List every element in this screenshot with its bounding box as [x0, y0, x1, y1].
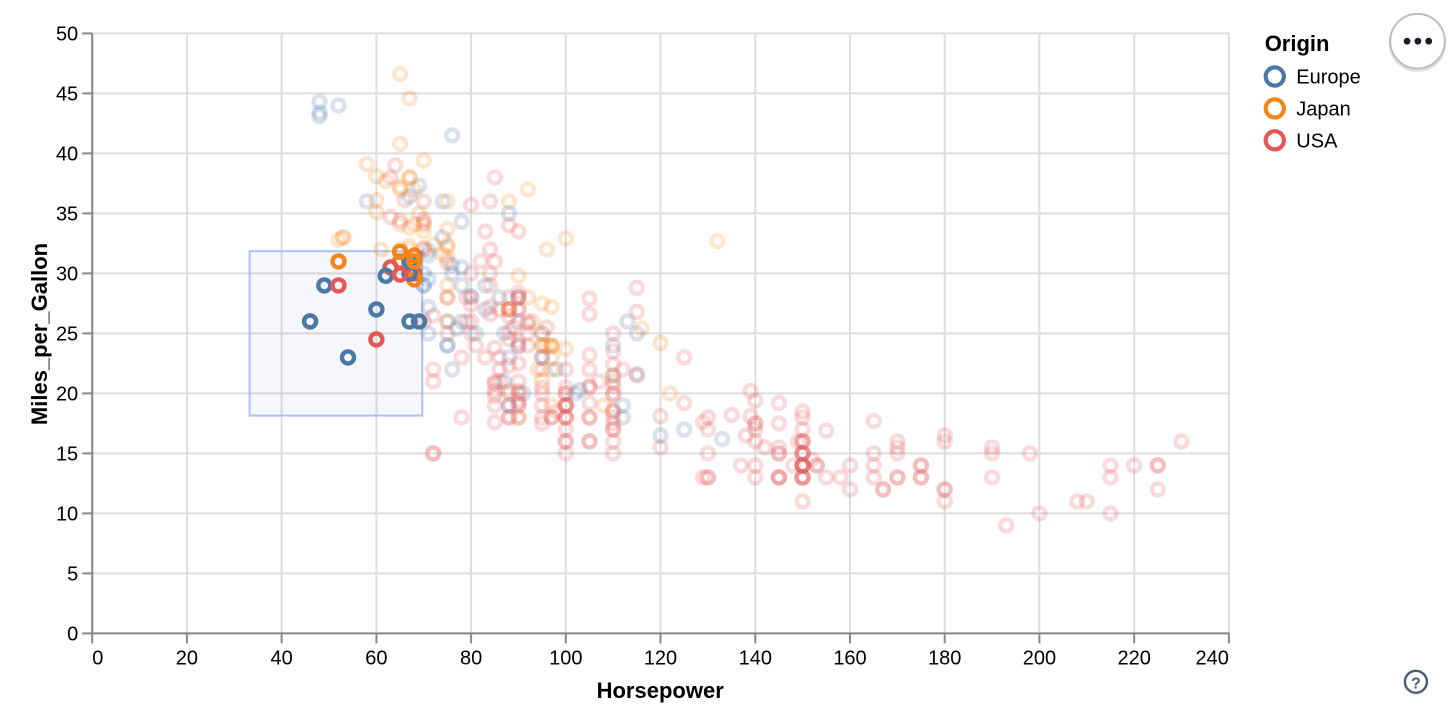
svg-text:10: 10 [56, 503, 78, 525]
svg-text:Japan: Japan [1296, 99, 1351, 121]
svg-text:40: 40 [270, 648, 292, 670]
svg-text:25: 25 [56, 323, 78, 345]
svg-text:Horsepower: Horsepower [597, 678, 725, 703]
svg-text:Miles_per_Gallon: Miles_per_Gallon [27, 243, 52, 425]
svg-text:Europe: Europe [1296, 67, 1361, 89]
svg-text:?: ? [1411, 676, 1421, 693]
svg-text:20: 20 [56, 383, 78, 405]
svg-text:20: 20 [176, 648, 198, 670]
svg-text:5: 5 [67, 563, 78, 585]
svg-text:40: 40 [56, 143, 78, 165]
svg-text:60: 60 [365, 648, 387, 670]
svg-text:140: 140 [739, 648, 772, 670]
svg-text:45: 45 [56, 83, 78, 105]
svg-text:200: 200 [1023, 648, 1056, 670]
svg-text:30: 30 [56, 263, 78, 285]
svg-text:0: 0 [92, 648, 103, 670]
svg-text:Origin: Origin [1265, 31, 1330, 56]
svg-text:80: 80 [460, 648, 482, 670]
svg-text:220: 220 [1118, 648, 1151, 670]
svg-text:120: 120 [644, 648, 677, 670]
svg-text:160: 160 [833, 648, 866, 670]
svg-text:USA: USA [1296, 131, 1338, 153]
svg-text:240: 240 [1196, 648, 1229, 670]
svg-text:180: 180 [928, 648, 961, 670]
svg-text:15: 15 [56, 443, 78, 465]
svg-text:100: 100 [549, 648, 582, 670]
svg-text:50: 50 [56, 23, 78, 45]
svg-text:0: 0 [67, 623, 78, 645]
svg-text:35: 35 [56, 203, 78, 225]
